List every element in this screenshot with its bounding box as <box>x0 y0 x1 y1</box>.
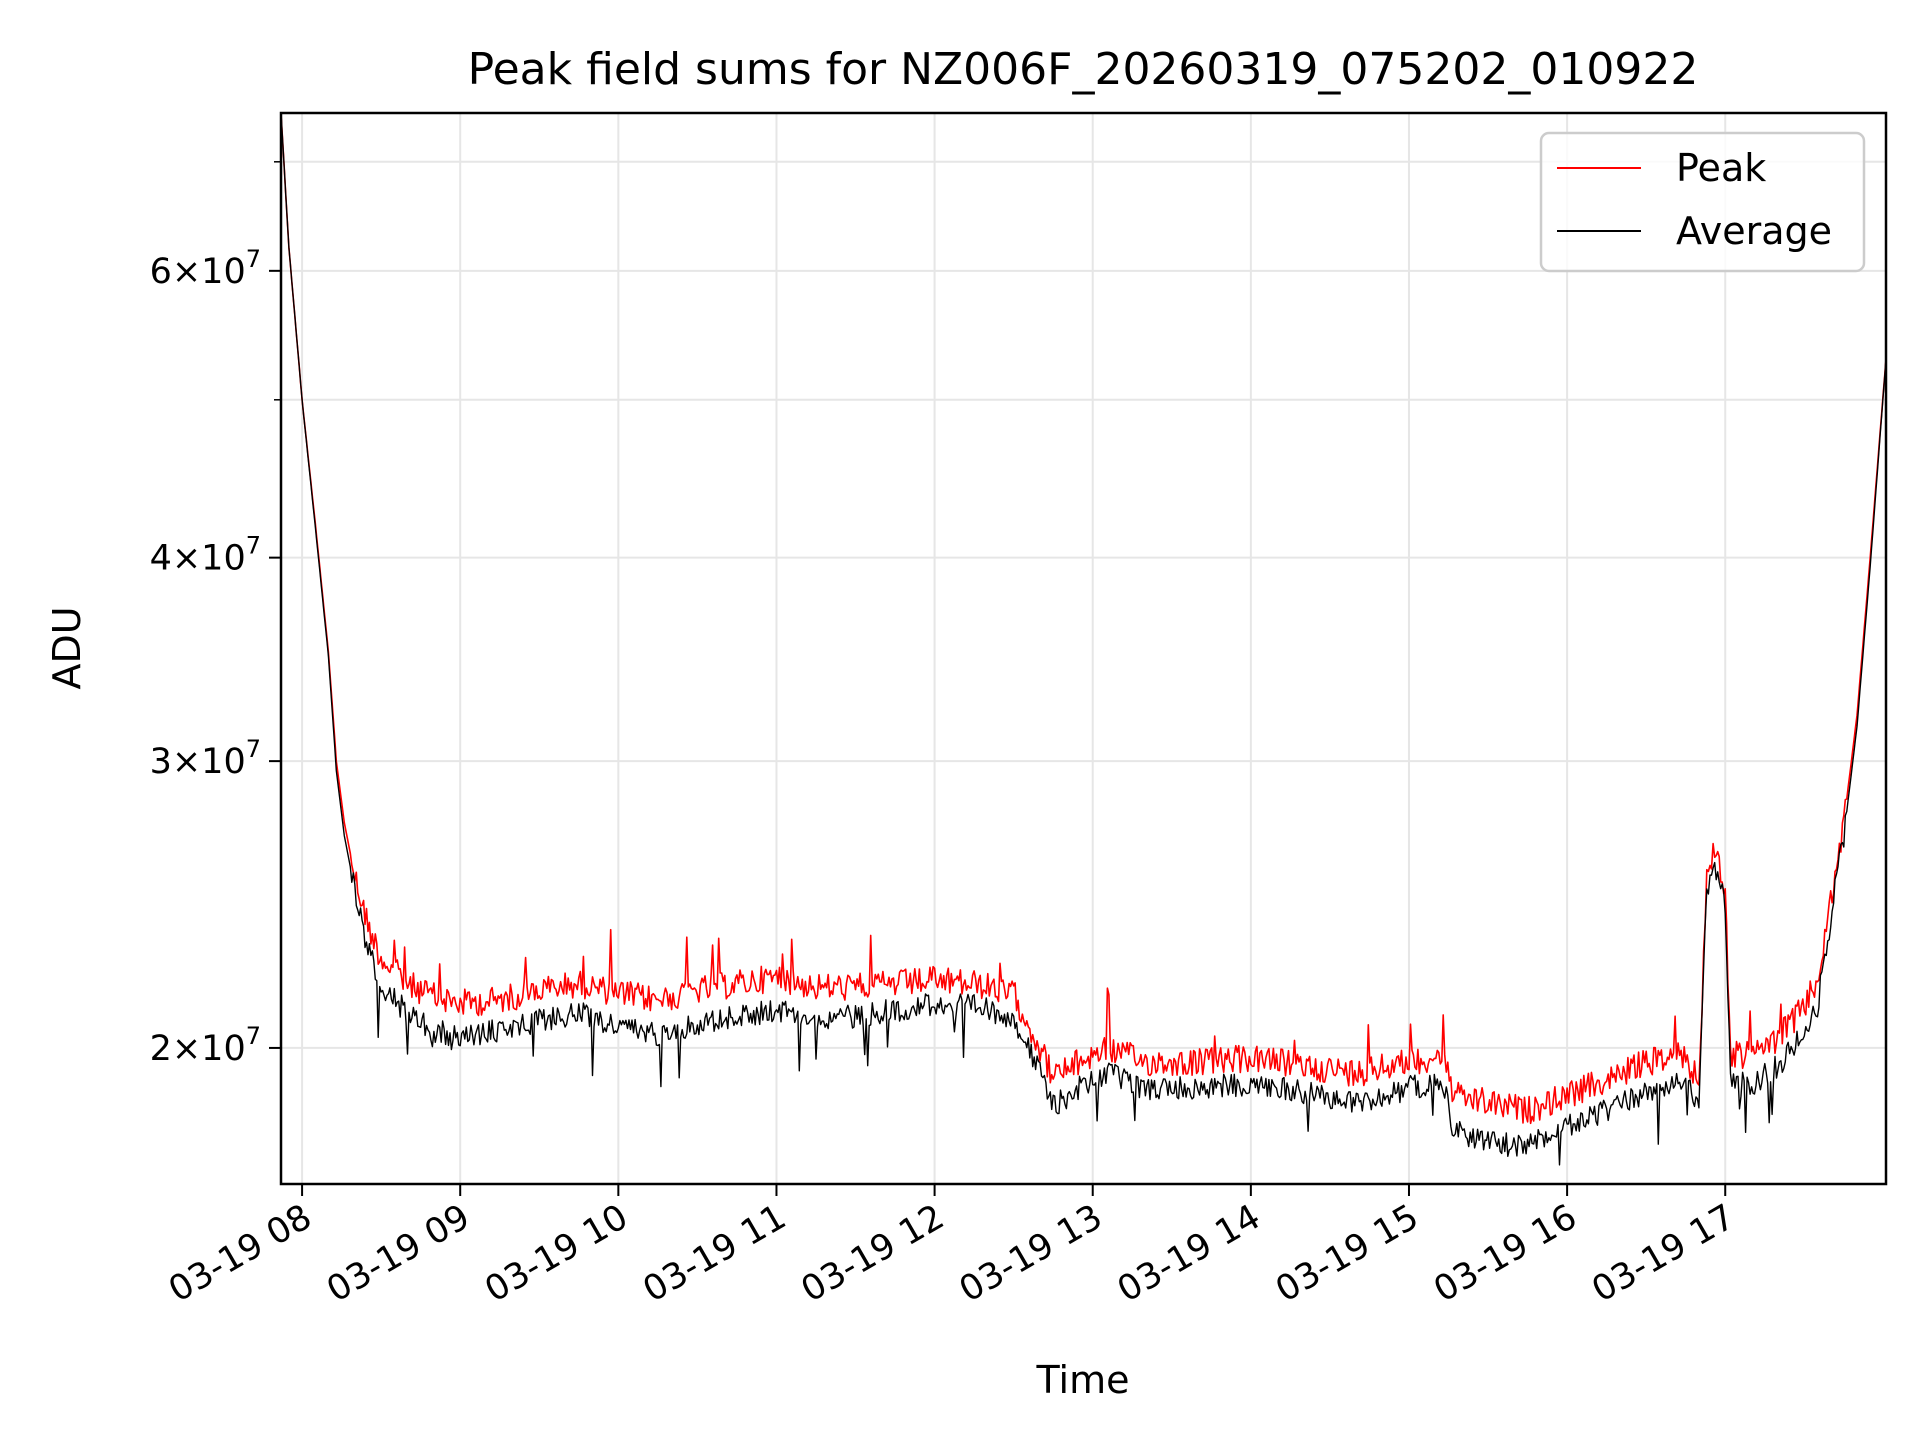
legend-label-average: Average <box>1676 209 1832 253</box>
series-line-peak <box>281 113 1886 1125</box>
y-tick-times: ×10 <box>172 252 246 292</box>
legend: Peak Average <box>1539 131 1866 273</box>
series-line-average <box>281 113 1886 1166</box>
y-tick-exponent: 7 <box>246 532 261 560</box>
plot-frame <box>279 111 1888 1186</box>
grid <box>281 113 1886 1184</box>
chart-title: Peak field sums for NZ006F_20260319_0752… <box>468 44 1699 95</box>
y-tick-label: 4×107 <box>150 532 261 579</box>
y-tick-mantissa: 6 <box>150 252 172 292</box>
y-tick-label: 6×107 <box>150 245 261 292</box>
y-tick-label: 2×107 <box>150 1022 261 1069</box>
legend-label-peak: Peak <box>1676 146 1766 190</box>
y-tick-times: ×10 <box>172 539 246 579</box>
y-tick-mantissa: 2 <box>150 1029 172 1069</box>
y-tick-mantissa: 3 <box>150 742 172 782</box>
y-tick-exponent: 7 <box>246 245 261 273</box>
y-tick-exponent: 7 <box>246 1022 261 1050</box>
y-tick-times: ×10 <box>172 1029 246 1069</box>
y-tick-mantissa: 4 <box>150 539 172 579</box>
y-axis-label: ADU <box>45 606 89 689</box>
series-layer <box>281 113 1886 1166</box>
y-tick-exponent: 7 <box>246 735 261 763</box>
y-tick-label: 3×107 <box>150 735 261 782</box>
x-axis-label: Time <box>1036 1358 1130 1402</box>
y-tick-times: ×10 <box>172 742 246 782</box>
